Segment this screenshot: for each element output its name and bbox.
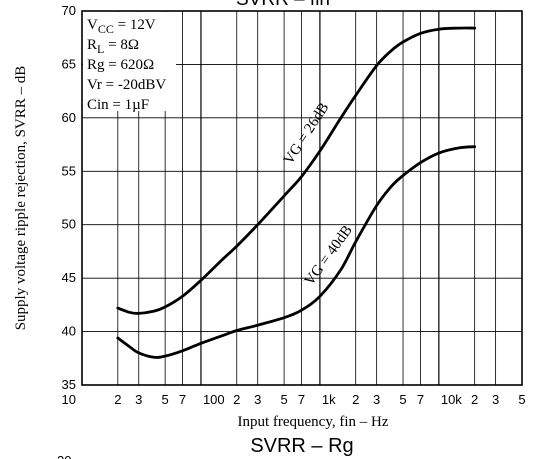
x-tick-label: 3 <box>492 392 499 407</box>
series-line-0 <box>116 26 477 315</box>
x-tick-label: 2 <box>352 392 359 407</box>
conditions-box <box>83 12 176 111</box>
x-tick-label: 3 <box>135 392 142 407</box>
condition-line: Rg = 620Ω <box>87 57 154 73</box>
x-tick-label: 7 <box>179 392 186 407</box>
x-tick-label: 5 <box>518 392 525 407</box>
x-tick-label: 2 <box>471 392 478 407</box>
y-tick-label: 35 <box>62 377 76 392</box>
x-tick-label: 10 <box>62 392 76 407</box>
x-tick-label: 2 <box>114 392 121 407</box>
grid <box>82 11 522 385</box>
y-tick-label: 40 <box>62 324 76 339</box>
series-lines <box>116 26 477 359</box>
x-tick-label: 10k <box>441 392 462 407</box>
y-tick-label: 45 <box>62 270 76 285</box>
plot-frame <box>81 10 523 386</box>
x-tick-label: 3 <box>254 392 261 407</box>
x-tick-label: 100 <box>203 392 225 407</box>
condition-line: Cin = 1µF <box>87 97 149 113</box>
y-tick-label: 55 <box>62 163 76 178</box>
x-tick-label: 7 <box>417 392 424 407</box>
x-tick-label: 1k <box>322 392 336 407</box>
series-line-1 <box>116 145 477 359</box>
y-tick-label: 70 <box>62 3 76 18</box>
x-tick-label: 5 <box>399 392 406 407</box>
y-tick-labels: 35 40 45 50 55 60 65 70 <box>62 3 76 392</box>
condition-line: RL = 8Ω <box>87 37 139 56</box>
x-tick-label: 5 <box>162 392 169 407</box>
y-axis-label: Supply voltage ripple rejection, SVRR – … <box>13 66 29 331</box>
x-tick-label: 2 <box>233 392 240 407</box>
chart-title-bottom: SVRR – Rg <box>250 435 353 457</box>
chart-title-top: SVRR – fin <box>236 0 330 10</box>
condition-line: Vr = -20dBV <box>87 77 166 93</box>
y-tick-label: 60 <box>62 110 76 125</box>
y-tick-label: 50 <box>62 217 76 232</box>
cut-off-tick-label: 20 <box>57 453 71 459</box>
x-tick-label: 3 <box>373 392 380 407</box>
condition-line: VCC = 12V <box>87 17 156 36</box>
x-axis-label: Input frequency, fin – Hz <box>237 414 388 430</box>
x-tick-labels: 10 2 3 5 7 100 2 3 5 7 1k 2 3 5 7 10k 2 3 5 <box>62 392 526 407</box>
y-tick-label: 65 <box>62 56 76 71</box>
x-tick-label: 5 <box>280 392 287 407</box>
series-label-26db: VG = 26dB <box>281 100 333 168</box>
x-tick-label: 7 <box>298 392 305 407</box>
